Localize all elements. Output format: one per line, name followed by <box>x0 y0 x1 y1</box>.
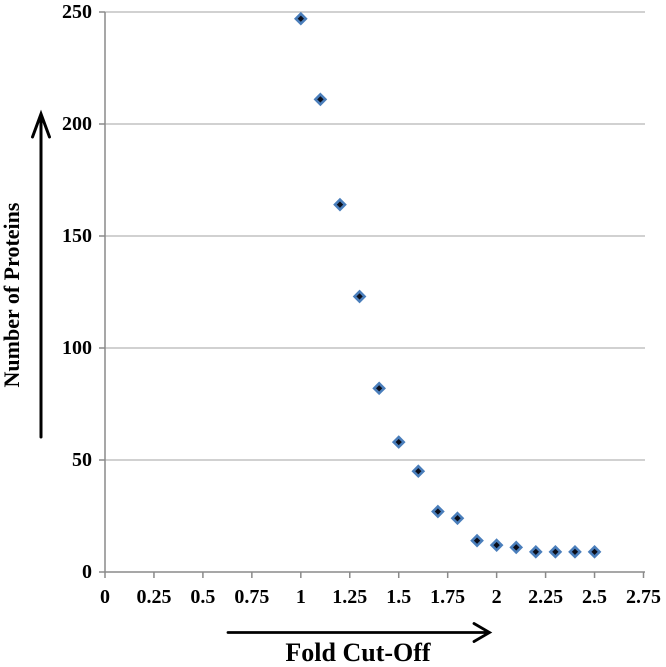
x-tick-label: 2.75 <box>626 586 661 608</box>
data-point-marker <box>313 92 328 107</box>
y-axis-arrow-icon <box>31 109 51 439</box>
data-point-marker <box>587 545 602 559</box>
x-tick-label: 1.25 <box>332 586 368 608</box>
data-point-marker <box>431 504 445 519</box>
data-point-marker <box>470 533 484 548</box>
y-axis-title: Number of Proteins <box>0 202 24 388</box>
data-point-marker <box>411 464 426 479</box>
x-tick-label: 0 <box>100 586 110 608</box>
y-tick-label: 50 <box>72 449 92 471</box>
x-tick-label: 2.25 <box>528 586 564 608</box>
y-tick-label: 200 <box>62 113 92 135</box>
data-point-marker <box>528 545 543 559</box>
y-tick-label: 250 <box>62 1 92 23</box>
y-tick-label: 0 <box>82 561 92 583</box>
x-tick-label: 1 <box>295 586 306 608</box>
y-tick-label: 150 <box>62 225 92 247</box>
x-tick-label: 0.5 <box>190 586 216 608</box>
data-point-marker <box>568 545 582 559</box>
data-point-marker <box>548 545 563 559</box>
data-point-marker <box>293 11 308 26</box>
x-tick-label: 1.5 <box>386 586 412 608</box>
x-tick-label: 1.75 <box>430 586 466 608</box>
data-point-marker <box>509 540 524 555</box>
x-tick-label: 0.25 <box>136 586 172 608</box>
x-axis-title: Fold Cut-Off <box>285 638 431 667</box>
data-point-marker <box>391 435 406 449</box>
x-axis-arrow-icon <box>226 622 493 643</box>
data-point-marker <box>352 289 367 304</box>
data-point-marker <box>450 511 465 526</box>
y-tick-label: 100 <box>62 337 92 359</box>
data-point-marker <box>333 197 347 212</box>
x-tick-label: 2 <box>491 586 502 608</box>
x-tick-label: 0.75 <box>234 586 270 608</box>
data-point-marker <box>489 538 504 552</box>
data-point-marker <box>372 381 386 396</box>
x-tick-label: 2.5 <box>582 586 608 608</box>
